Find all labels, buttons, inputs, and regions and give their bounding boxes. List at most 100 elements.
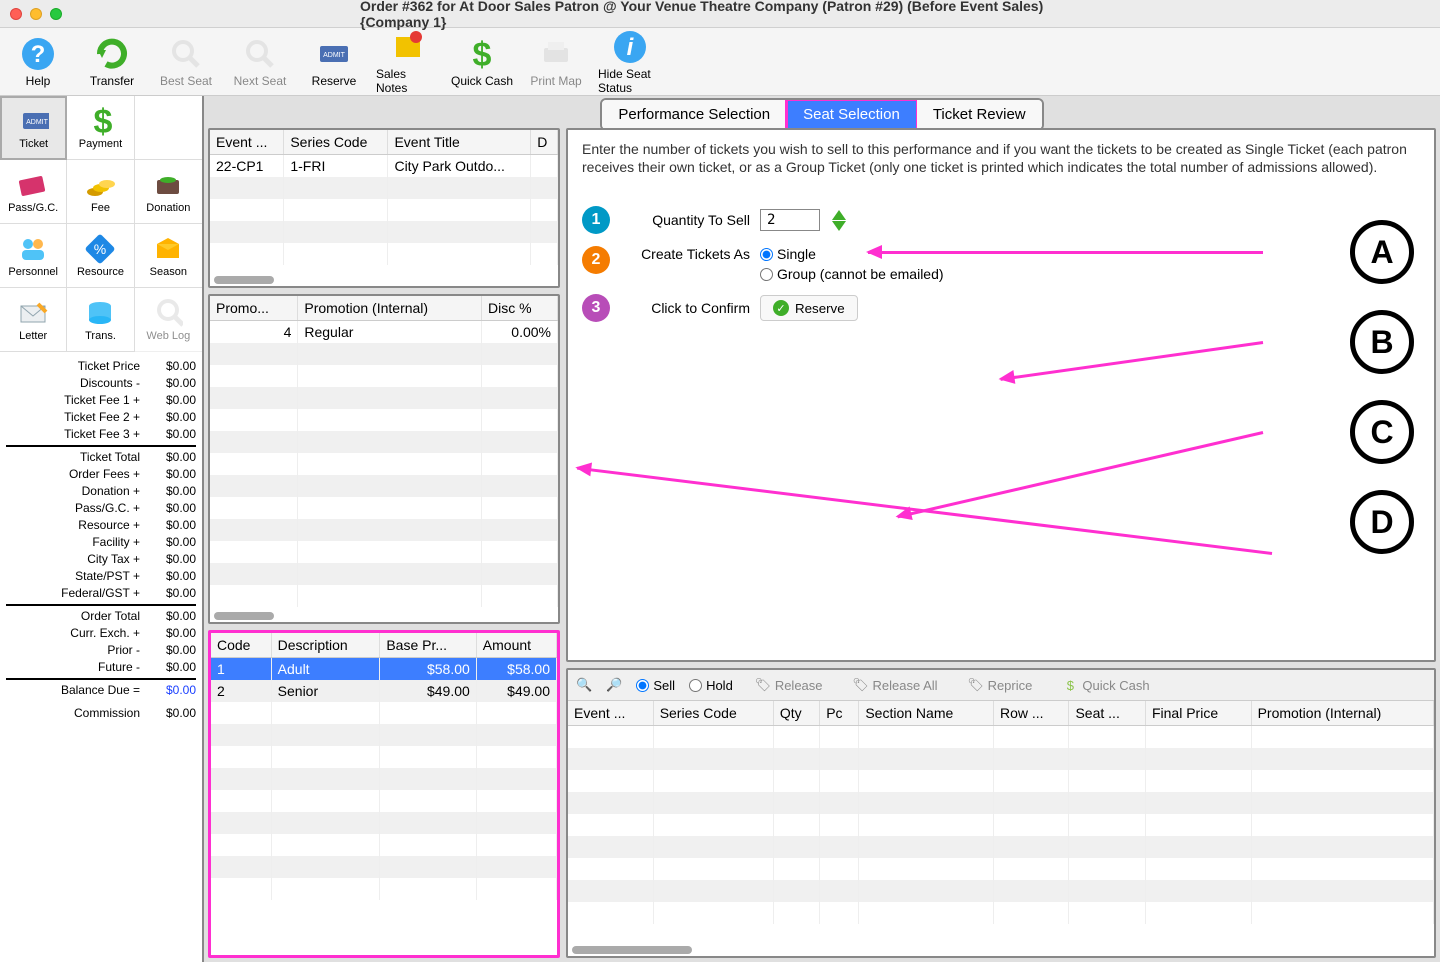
column-header[interactable]: Amount (476, 633, 556, 658)
quick-cash-button[interactable]: $Quick Cash (450, 36, 514, 88)
tab-seat[interactable]: Seat Selection (787, 100, 917, 129)
sidebar-item-donation[interactable]: Donation (135, 160, 202, 224)
tab-performance[interactable]: Performance Selection (602, 100, 787, 129)
transfer-button[interactable]: Transfer (80, 36, 144, 88)
maximize-icon[interactable] (50, 8, 62, 20)
search-icon[interactable]: 🔍 (576, 677, 592, 693)
print-map-icon (538, 36, 574, 72)
summary-row: Order Fees +$0.00 (6, 466, 196, 483)
column-header[interactable]: Row ... (994, 701, 1069, 726)
summary-row: Order Total$0.00 (6, 608, 196, 625)
scrollbar[interactable] (214, 612, 274, 620)
summary-row: Curr. Exch. +$0.00 (6, 625, 196, 642)
hide-seat-button[interactable]: iHide Seat Status (598, 29, 662, 95)
column-header[interactable]: D (531, 130, 558, 155)
cash-icon: $ (1062, 677, 1078, 693)
ticket-list-pane: 🔍 🔎 Sell Hold 🏷Release 🏷Release All 🏷Rep… (566, 668, 1436, 958)
svg-text:?: ? (31, 41, 46, 68)
sidebar-item-resource[interactable]: %Resource (67, 224, 134, 288)
column-header[interactable]: Event ... (210, 130, 284, 155)
radio-single-input[interactable] (760, 248, 773, 261)
sidebar-item-trans[interactable]: Trans. (67, 288, 134, 352)
summary-row: Discounts -$0.00 (6, 375, 196, 392)
resource-icon: % (85, 234, 115, 264)
column-header[interactable]: Series Code (284, 130, 388, 155)
help-icon: ? (20, 36, 56, 72)
sidebar-item-pass-gc[interactable]: Pass/G.C. (0, 160, 67, 224)
table-row[interactable]: 22-CP11-FRICity Park Outdo... (210, 155, 558, 178)
radio-single-label: Single (777, 246, 816, 262)
fee-icon (85, 170, 115, 200)
tab-review[interactable]: Ticket Review (917, 100, 1042, 129)
summary-row: Prior -$0.00 (6, 642, 196, 659)
scrollbar[interactable] (214, 276, 274, 284)
toolbar-label: Hide Seat Status (598, 67, 662, 95)
column-header[interactable]: Base Pr... (380, 633, 476, 658)
help-button[interactable]: ? Help (6, 36, 70, 88)
column-header[interactable]: Promotion (Internal) (298, 296, 482, 321)
qty-label: Quantity To Sell (620, 212, 750, 228)
reserve-button[interactable]: ADMITReserve (302, 36, 366, 88)
toolbar-label: Next Seat (234, 74, 287, 88)
table-row[interactable]: 1Adult$58.00$58.00 (211, 658, 557, 681)
release-all-icon: 🏷 (853, 677, 869, 693)
radio-group-input[interactable] (760, 268, 773, 281)
step-up-icon[interactable] (832, 210, 846, 220)
titlebar: Order #362 for At Door Sales Patron @ Yo… (0, 0, 1440, 28)
release-button[interactable]: 🏷Release (747, 674, 831, 696)
letter-icon (18, 298, 48, 328)
column-header[interactable]: Disc % (482, 296, 558, 321)
radio-single[interactable]: Single (760, 246, 944, 262)
scrollbar[interactable] (572, 946, 692, 954)
sidebar-item-fee[interactable]: Fee (67, 160, 134, 224)
radio-group[interactable]: Group (cannot be emailed) (760, 266, 944, 282)
column-header[interactable]: Section Name (859, 701, 994, 726)
reserve-button[interactable]: ✓ Reserve (760, 295, 858, 321)
column-header[interactable]: Description (271, 633, 380, 658)
close-icon[interactable] (10, 8, 22, 20)
reprice-button[interactable]: 🏷Reprice (960, 674, 1041, 696)
sell-radio[interactable]: Sell (636, 678, 675, 693)
hold-radio[interactable]: Hold (689, 678, 733, 693)
column-header[interactable]: Series Code (653, 701, 773, 726)
ticket-icon: ADMIT (19, 106, 49, 136)
sidebar-item-weblog: Web Log (135, 288, 202, 352)
column-header[interactable]: Seat ... (1069, 701, 1146, 726)
quick-cash-button[interactable]: $Quick Cash (1054, 674, 1157, 696)
summary-row: Federal/GST +$0.00 (6, 585, 196, 602)
release-all-button[interactable]: 🏷Release All (845, 674, 946, 696)
column-header[interactable]: Event Title (388, 130, 531, 155)
toolbar-label: Sales Notes (376, 67, 440, 95)
table-row[interactable]: 2Senior$49.00$49.00 (211, 680, 557, 702)
step-1-icon: 1 (582, 206, 610, 234)
sidebar-item-personnel[interactable]: Personnel (0, 224, 67, 288)
column-header[interactable]: Qty (773, 701, 819, 726)
sidebar-item-ticket[interactable]: ADMITTicket (0, 96, 67, 160)
promo-table-pane: Promo...Promotion (Internal)Disc %4Regul… (208, 294, 560, 624)
step-down-icon[interactable] (832, 221, 846, 231)
sidebar-item-letter[interactable]: Letter (0, 288, 67, 352)
column-header[interactable]: Promotion (Internal) (1251, 701, 1433, 726)
arrow-b (1000, 341, 1263, 381)
quantity-input[interactable] (760, 209, 820, 231)
quantity-stepper[interactable] (832, 210, 846, 231)
sidebar-item-season[interactable]: Season (135, 224, 202, 288)
column-header[interactable]: Final Price (1145, 701, 1251, 726)
column-header[interactable]: Event ... (568, 701, 653, 726)
column-header[interactable]: Code (211, 633, 271, 658)
window-controls[interactable] (10, 8, 62, 20)
minimize-icon[interactable] (30, 8, 42, 20)
sales-notes-button[interactable]: Sales Notes (376, 29, 440, 95)
reprice-icon: 🏷 (968, 677, 984, 693)
column-header[interactable]: Pc (820, 701, 859, 726)
season-icon (153, 234, 183, 264)
table-row[interactable]: 4Regular0.00% (210, 321, 558, 344)
ticket-list-toolbar: 🔍 🔎 Sell Hold 🏷Release 🏷Release All 🏷Rep… (568, 670, 1434, 701)
toolbar-label: Help (26, 74, 51, 88)
reserve-button-label: Reserve (795, 301, 845, 316)
create-label: Create Tickets As (620, 246, 750, 262)
callout-b: B (1350, 310, 1414, 374)
column-header[interactable]: Promo... (210, 296, 298, 321)
sidebar-item-payment[interactable]: $Payment (67, 96, 134, 160)
search-plus-icon[interactable]: 🔎 (606, 677, 622, 693)
